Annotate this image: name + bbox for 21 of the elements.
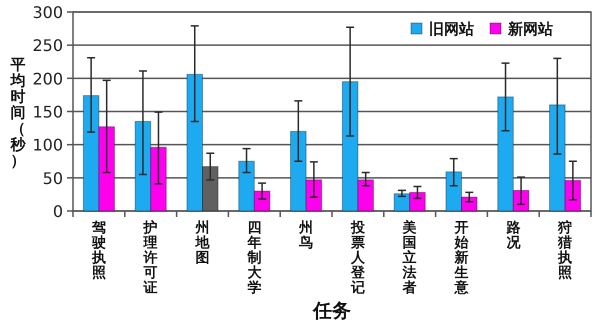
x-tick-label: 美国立法者 [402,219,417,296]
x-tick-label: 驾驶执照 [90,220,106,281]
x-tick-label: 州鸟 [298,220,314,251]
y-tick-label: 100 [32,136,63,155]
legend-label: 新网站 [507,20,553,38]
x-tick-label: 护理许可证 [142,219,158,296]
y-tick-label: 250 [32,36,63,56]
x-tick-label: 狩猎执照 [557,219,572,281]
y-axis-title: 平均时间（秒） [10,56,26,170]
x-tick-label: 开始新生意 [454,220,470,296]
x-axis-title: 任务 [312,300,351,321]
y-tick-label: 300 [32,3,63,22]
y-tick-label: 0 [52,202,63,221]
y-tick-label: 150 [32,102,63,122]
x-tick-label: 投票人登记 [350,220,366,296]
y-tick-label: 50 [42,168,63,188]
x-tick-label: 路况 [505,220,522,251]
legend-label: 旧网站 [429,20,474,38]
y-tick-label: 200 [32,69,63,88]
x-tick-label: 州地图 [194,220,210,266]
x-tick-label: 四年制大学 [246,220,262,296]
